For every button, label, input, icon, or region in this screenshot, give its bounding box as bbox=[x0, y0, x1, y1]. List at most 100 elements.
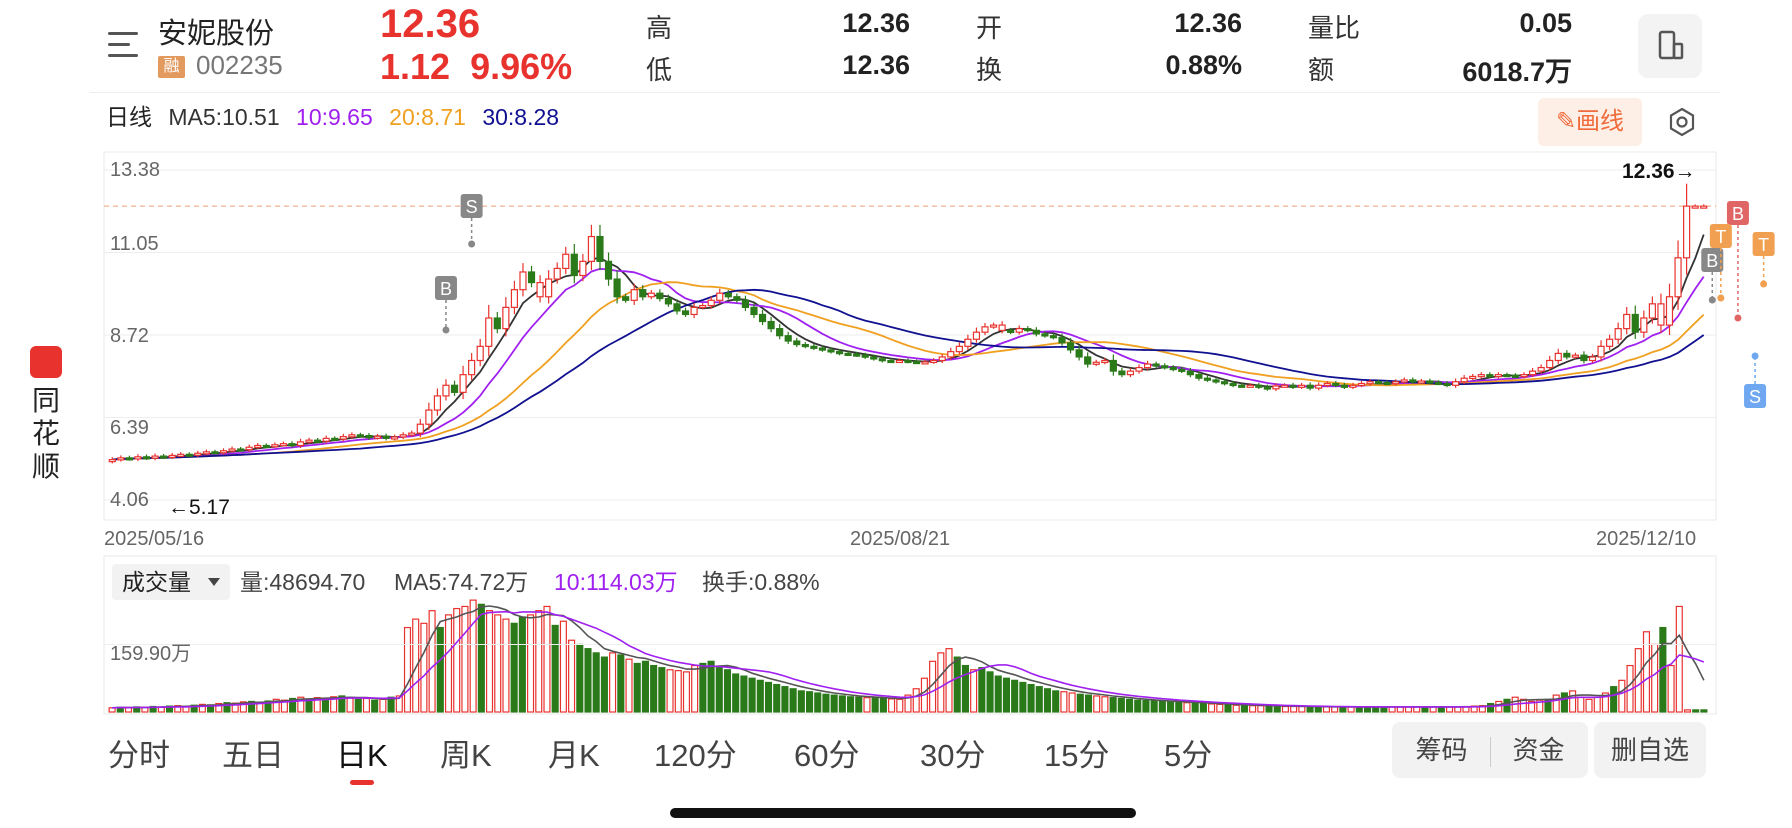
draw-line-label: 画线 bbox=[1576, 108, 1625, 135]
chip-button[interactable]: 筹码 bbox=[1415, 735, 1468, 765]
volume-bar bbox=[1339, 706, 1347, 713]
candle-body bbox=[1246, 384, 1254, 388]
volume-bar bbox=[453, 607, 461, 713]
landscape-toggle-button[interactable] bbox=[1638, 14, 1702, 78]
signal-badge bbox=[1726, 201, 1749, 225]
volume-bar bbox=[871, 697, 879, 713]
candle-body bbox=[1092, 361, 1100, 365]
volume-bar bbox=[1167, 701, 1175, 713]
candle-body bbox=[1409, 379, 1417, 383]
volume-bar bbox=[477, 603, 485, 713]
volume-bar bbox=[346, 697, 354, 713]
volume-bar bbox=[699, 662, 707, 713]
volume-bar bbox=[1683, 709, 1692, 713]
tab-60min[interactable]: 60分 bbox=[794, 738, 860, 773]
ma-lines bbox=[112, 234, 1705, 461]
candle-body bbox=[664, 297, 673, 305]
candle-body bbox=[801, 343, 809, 348]
settings-icon[interactable] bbox=[1666, 106, 1698, 138]
signal-badge bbox=[1744, 384, 1767, 408]
volume-bar bbox=[1601, 692, 1609, 713]
candle-body bbox=[1503, 374, 1511, 378]
candle-body bbox=[1220, 381, 1229, 385]
candle-body bbox=[904, 359, 912, 364]
volume-bar bbox=[461, 605, 469, 713]
tab-15min[interactable]: 15分 bbox=[1044, 738, 1110, 773]
candle-body bbox=[930, 359, 938, 364]
candle-body bbox=[1366, 381, 1374, 385]
tab-5min[interactable]: 5分 bbox=[1164, 738, 1213, 773]
candle-body bbox=[810, 345, 818, 349]
volume-bar bbox=[338, 695, 346, 713]
tab-daily-k[interactable]: 日K bbox=[336, 738, 388, 773]
candle-body bbox=[1024, 328, 1032, 332]
candle-body bbox=[673, 303, 681, 312]
signal-badge bbox=[1709, 224, 1732, 248]
candle-body bbox=[442, 384, 450, 397]
remove-watchlist-button[interactable]: 删自选 bbox=[1594, 722, 1706, 778]
candle-body bbox=[468, 359, 476, 376]
candle-body bbox=[348, 434, 356, 438]
candle-body bbox=[947, 351, 955, 358]
candle-body bbox=[587, 235, 596, 262]
candle-body bbox=[433, 395, 442, 411]
candle-body bbox=[117, 457, 125, 461]
volume-bar bbox=[1232, 704, 1240, 713]
candle-body bbox=[1101, 359, 1109, 364]
volume-bar bbox=[264, 700, 272, 713]
volume-bar bbox=[822, 693, 830, 713]
candle-body bbox=[1297, 384, 1306, 388]
volume-bar bbox=[1610, 686, 1618, 713]
price-chart-frame bbox=[103, 151, 1717, 521]
volume-bar bbox=[527, 614, 535, 713]
candle-body bbox=[1332, 382, 1340, 387]
volume-bar bbox=[789, 688, 797, 713]
candle-body bbox=[1109, 359, 1117, 372]
volume-bar bbox=[650, 664, 658, 713]
candle-body bbox=[707, 299, 715, 307]
pill-divider bbox=[1489, 737, 1491, 768]
volume-bar bbox=[1306, 705, 1314, 713]
ma-line-ma10 bbox=[112, 267, 1705, 461]
volume-bar bbox=[190, 704, 198, 713]
volume-bar bbox=[978, 667, 986, 713]
signal-label: B bbox=[440, 279, 452, 299]
volume-bar bbox=[1560, 692, 1568, 713]
volume-bar bbox=[289, 697, 297, 713]
volume-bar bbox=[420, 622, 428, 713]
candle-body bbox=[168, 454, 176, 458]
tab-120min[interactable]: 120分 bbox=[654, 738, 737, 773]
volume-indicator-select[interactable] bbox=[112, 564, 230, 600]
tab-weekly-k[interactable]: 周K bbox=[440, 738, 492, 773]
draw-line-button[interactable]: ✎画线 bbox=[1538, 98, 1642, 146]
volume-bar bbox=[1642, 631, 1651, 713]
tab-monthly-k[interactable]: 月K bbox=[548, 738, 600, 773]
candle-body bbox=[1135, 366, 1143, 372]
candle-body bbox=[998, 324, 1006, 331]
current-price: 12.36 bbox=[380, 2, 481, 46]
menu-icon[interactable] bbox=[108, 30, 142, 60]
signal-dot bbox=[1760, 280, 1768, 288]
volume-bar bbox=[691, 664, 699, 713]
candle-body bbox=[1657, 303, 1665, 326]
fund-button[interactable]: 资金 bbox=[1512, 735, 1565, 765]
stock-name: 安妮股份 bbox=[158, 18, 275, 50]
tab-intraday[interactable]: 分时 bbox=[108, 738, 170, 773]
candle-body bbox=[382, 435, 390, 439]
volume-bar bbox=[1634, 648, 1642, 713]
volume-bar bbox=[543, 605, 551, 713]
volume-indicator-label: 成交量 bbox=[122, 569, 191, 595]
tab-30min[interactable]: 30分 bbox=[920, 738, 986, 773]
candle-body bbox=[681, 310, 690, 316]
candle-body bbox=[861, 354, 869, 358]
tab-five-day[interactable]: 五日 bbox=[222, 738, 284, 773]
volume-bar bbox=[986, 671, 994, 713]
candle-body bbox=[1323, 382, 1331, 387]
signal-dot bbox=[468, 240, 476, 248]
candle-body bbox=[1434, 381, 1443, 386]
candle-body bbox=[1451, 381, 1460, 386]
volume-bar bbox=[436, 626, 444, 713]
candle-body bbox=[450, 384, 459, 393]
